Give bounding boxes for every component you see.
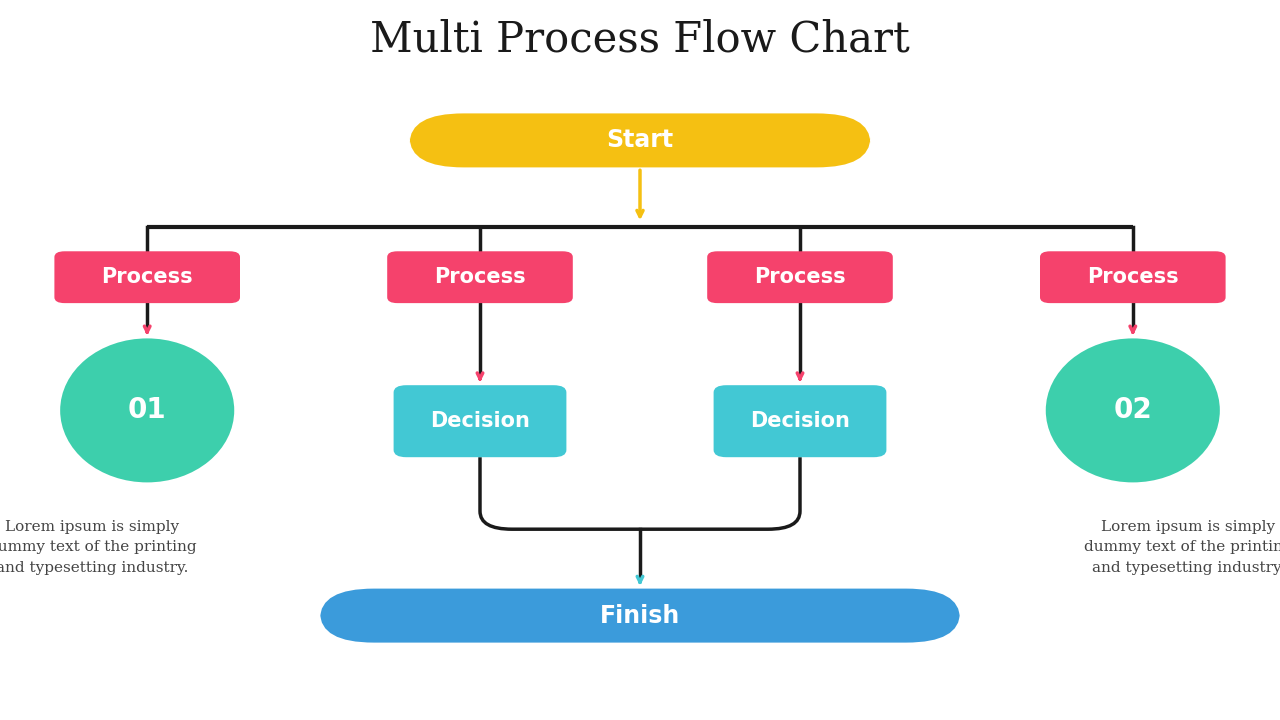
Text: Multi Process Flow Chart: Multi Process Flow Chart bbox=[370, 19, 910, 60]
FancyBboxPatch shape bbox=[320, 589, 960, 642]
Text: Process: Process bbox=[101, 267, 193, 287]
Text: Process: Process bbox=[754, 267, 846, 287]
FancyBboxPatch shape bbox=[1039, 251, 1226, 303]
Text: Start: Start bbox=[607, 128, 673, 153]
Text: Process: Process bbox=[434, 267, 526, 287]
Text: 02: 02 bbox=[1114, 397, 1152, 424]
Ellipse shape bbox=[1046, 338, 1220, 482]
Text: Decision: Decision bbox=[430, 411, 530, 431]
FancyBboxPatch shape bbox=[55, 251, 241, 303]
FancyBboxPatch shape bbox=[394, 385, 566, 457]
Text: Decision: Decision bbox=[750, 411, 850, 431]
Text: Lorem ipsum is simply
dummy text of the printing
and typesetting industry.: Lorem ipsum is simply dummy text of the … bbox=[1084, 520, 1280, 575]
Text: Lorem ipsum is simply
dummy text of the printing
and typesetting industry.: Lorem ipsum is simply dummy text of the … bbox=[0, 520, 196, 575]
FancyBboxPatch shape bbox=[714, 385, 886, 457]
Text: Process: Process bbox=[1087, 267, 1179, 287]
FancyBboxPatch shape bbox=[387, 251, 573, 303]
FancyBboxPatch shape bbox=[410, 113, 870, 167]
Ellipse shape bbox=[60, 338, 234, 482]
Text: Finish: Finish bbox=[600, 603, 680, 628]
Text: 01: 01 bbox=[128, 397, 166, 424]
FancyBboxPatch shape bbox=[708, 251, 893, 303]
